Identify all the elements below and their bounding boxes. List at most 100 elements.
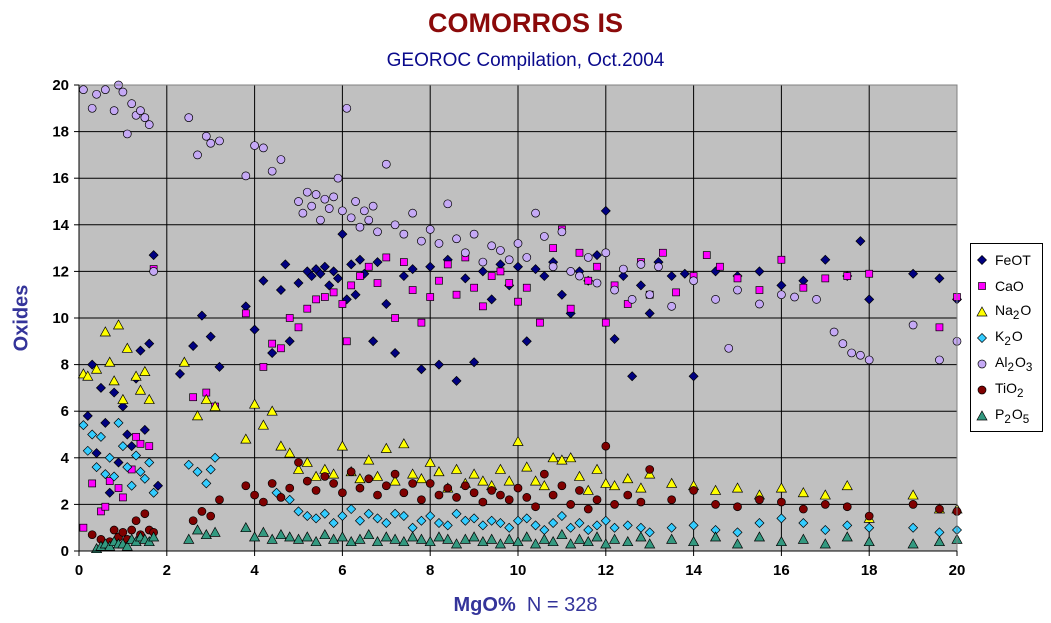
legend-label-text: P <box>995 406 1005 423</box>
data-point-al2o3 <box>267 166 277 176</box>
data-point-na2o <box>328 468 340 479</box>
data-point-p2o5 <box>644 538 656 549</box>
data-point-feot <box>688 371 699 382</box>
data-point-cao <box>347 281 356 290</box>
data-point-k2o <box>565 522 576 533</box>
data-point-al2o3 <box>864 355 874 365</box>
data-point-p2o5 <box>573 533 586 544</box>
data-point-al2o3 <box>87 103 97 113</box>
data-point-k2o <box>433 518 444 529</box>
data-point-tio2 <box>87 530 97 540</box>
data-point-al2o3 <box>513 239 523 248</box>
data-point-feot <box>293 278 304 289</box>
data-point-cao <box>101 502 110 511</box>
data-point-p2o5 <box>121 540 133 551</box>
data-point-k2o <box>91 462 102 473</box>
data-point-tio2 <box>443 483 453 493</box>
data-point-al2o3 <box>829 327 839 337</box>
legend-label-tail: O <box>1020 302 1032 319</box>
data-point-p2o5 <box>582 535 594 547</box>
data-point-cao <box>79 523 88 532</box>
x-axis-label-note: N = 328 <box>526 594 598 616</box>
y-tick-label: 10 <box>52 310 69 327</box>
data-point-tio2 <box>364 474 374 484</box>
data-point-p2o5 <box>363 528 375 540</box>
data-point-k2o <box>337 511 348 522</box>
data-point-al2o3 <box>276 155 286 164</box>
data-point-tio2 <box>623 490 633 500</box>
legend-symbol <box>977 333 987 343</box>
data-point-k2o <box>451 508 462 519</box>
data-point-feot <box>372 257 383 268</box>
data-point-p2o5 <box>249 531 261 542</box>
data-point-na2o <box>178 356 190 367</box>
data-point-feot <box>135 345 146 356</box>
legend-symbol <box>977 359 987 369</box>
data-point-p2o5 <box>486 533 498 544</box>
data-point-tio2 <box>109 525 119 535</box>
data-point-na2o <box>117 393 129 404</box>
data-point-al2o3 <box>302 187 312 197</box>
data-point-tio2 <box>311 486 321 495</box>
data-point-feot <box>139 424 150 435</box>
data-point-cao <box>623 300 632 308</box>
data-point-feot <box>148 250 159 261</box>
data-point-k2o <box>328 518 339 529</box>
data-point-cao <box>373 279 382 287</box>
data-point-k2o <box>87 429 98 440</box>
data-point-k2o <box>117 441 128 452</box>
data-point-p2o5 <box>600 538 612 549</box>
data-point-feot <box>95 382 106 393</box>
data-point-p2o5 <box>266 533 278 544</box>
data-point-na2o <box>477 475 489 486</box>
legend-label: Na2O <box>994 302 1031 322</box>
data-point-al2o3 <box>250 141 259 150</box>
chart-subtitle: GEOROC Compilation, Oct.2004 <box>386 50 665 71</box>
data-point-cao <box>549 244 557 252</box>
data-point-p2o5 <box>398 535 410 547</box>
data-point-na2o <box>600 477 612 488</box>
data-point-na2o <box>819 489 831 500</box>
data-point-k2o <box>622 520 633 531</box>
legend-symbol <box>977 255 987 265</box>
data-point-k2o <box>574 518 585 529</box>
data-point-na2o <box>666 477 678 488</box>
data-point-k2o <box>210 452 221 463</box>
data-point-p2o5 <box>556 528 568 540</box>
series-p2o5 <box>90 521 963 554</box>
data-point-na2o <box>191 410 204 421</box>
data-point-tio2 <box>417 495 426 505</box>
data-point-na2o <box>608 480 621 491</box>
data-point-k2o <box>302 511 313 522</box>
data-point-al2o3 <box>847 348 856 358</box>
data-point-na2o <box>841 480 853 491</box>
data-point-feot <box>91 448 102 459</box>
data-point-feot <box>609 333 620 344</box>
data-point-al2o3 <box>193 150 202 160</box>
data-point-al2o3 <box>908 320 918 330</box>
data-point-p2o5 <box>275 528 287 540</box>
data-point-cao <box>189 393 197 402</box>
data-point-k2o <box>372 513 383 524</box>
data-point-al2o3 <box>338 206 347 216</box>
legend-label-tail: O3 <box>1014 354 1033 374</box>
data-point-k2o <box>666 522 677 533</box>
data-point-tio2 <box>188 516 198 526</box>
data-point-k2o <box>592 520 603 531</box>
data-point-feot <box>258 275 269 286</box>
data-point-feot <box>315 268 326 279</box>
data-point-tio2 <box>733 502 742 512</box>
data-point-cao <box>132 432 140 441</box>
data-point-tio2 <box>798 504 808 514</box>
data-point-cao <box>479 302 487 311</box>
data-point-cao <box>268 339 277 348</box>
data-point-cao <box>799 283 808 292</box>
data-point-p2o5 <box>415 533 428 544</box>
data-point-p2o5 <box>301 531 313 542</box>
data-point-na2o <box>450 463 463 474</box>
data-point-cao <box>320 293 329 301</box>
data-point-k2o <box>908 522 919 533</box>
data-point-al2o3 <box>127 99 137 108</box>
data-point-p2o5 <box>433 531 445 542</box>
data-point-feot <box>460 273 471 284</box>
